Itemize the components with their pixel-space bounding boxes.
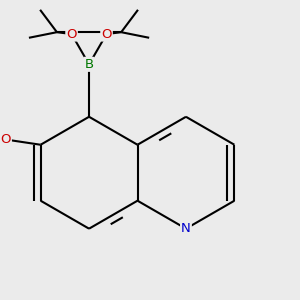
Text: B: B bbox=[85, 58, 94, 71]
Text: O: O bbox=[66, 28, 77, 40]
Text: O: O bbox=[0, 133, 11, 146]
Text: O: O bbox=[101, 28, 112, 40]
Text: N: N bbox=[181, 222, 191, 235]
